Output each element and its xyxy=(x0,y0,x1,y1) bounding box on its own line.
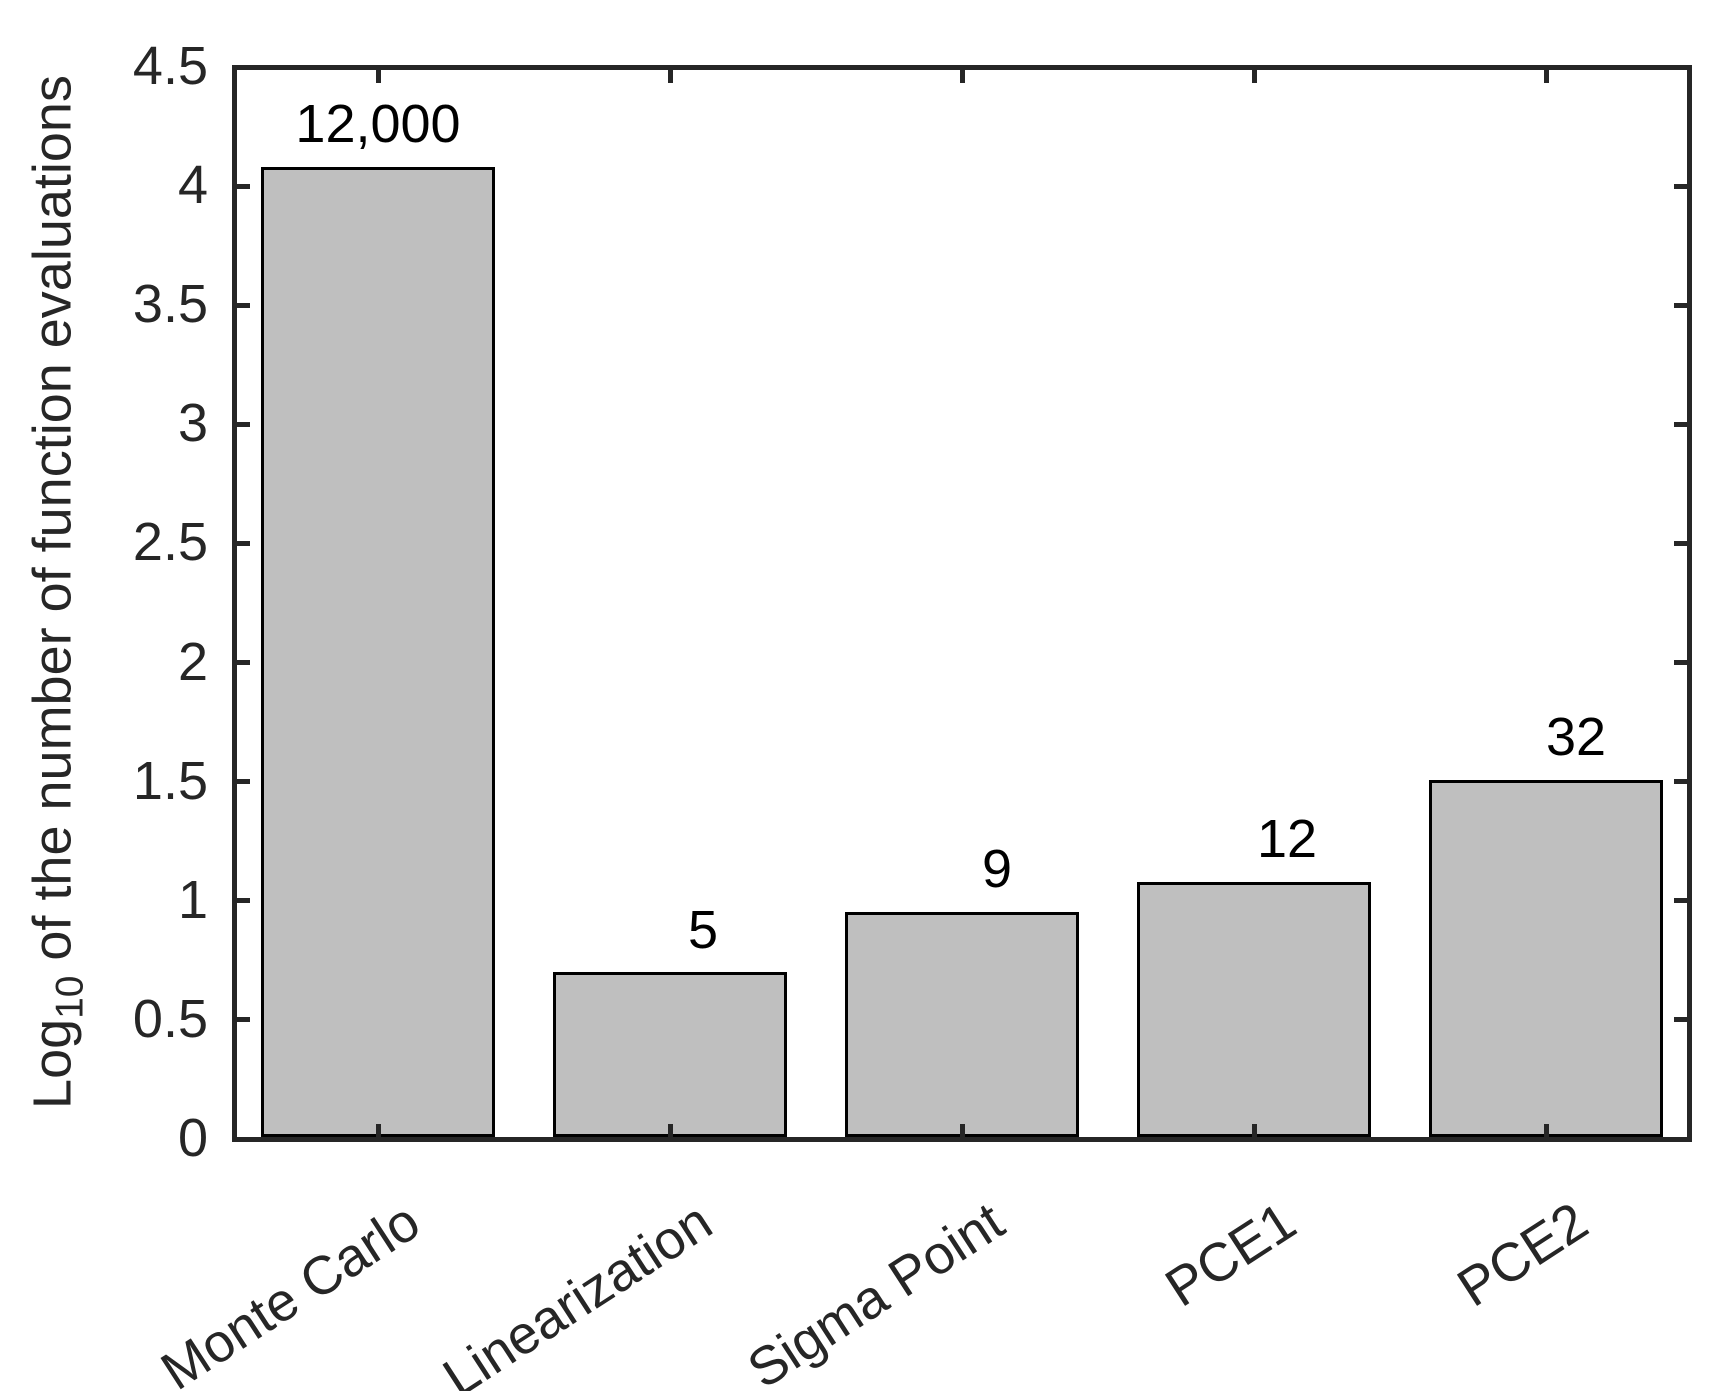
y-tick-mark xyxy=(1674,1017,1687,1023)
x-tick-mark xyxy=(959,1124,965,1137)
x-tick-label-linearization: Linearization xyxy=(432,1191,723,1391)
bar-value-label: 9 xyxy=(981,838,1013,899)
x-tick-mark xyxy=(1251,1124,1257,1137)
bar-value-label: 5 xyxy=(687,899,719,960)
x-tick-mark xyxy=(667,1124,673,1137)
y-tick-label: 3.5 xyxy=(132,274,208,335)
y-tick-label: 1.5 xyxy=(132,750,208,811)
x-tick-mark xyxy=(1251,70,1257,83)
y-tick-mark xyxy=(237,421,250,427)
bar-value-label: 12,000 xyxy=(295,94,461,155)
x-tick-mark xyxy=(375,1124,381,1137)
y-tick-mark xyxy=(237,1017,250,1023)
y-axis-label-subscript: 10 xyxy=(48,975,92,1019)
x-tick-label-monte-carlo: Monte Carlo xyxy=(150,1191,431,1391)
y-tick-mark xyxy=(1674,183,1687,189)
y-tick-label: 4 xyxy=(177,155,208,216)
y-axis-label-suffix: of the number of function evaluations xyxy=(22,75,83,976)
y-tick-mark xyxy=(237,898,250,904)
x-tick-mark xyxy=(1543,1124,1549,1137)
y-tick-mark xyxy=(237,779,250,785)
y-tick-mark xyxy=(1674,421,1687,427)
x-tick-mark xyxy=(667,70,673,83)
y-axis-label-prefix: Log xyxy=(22,1018,83,1109)
y-tick-label: 0.5 xyxy=(132,988,208,1049)
plot-area xyxy=(232,65,1692,1142)
y-tick-label: 0 xyxy=(177,1107,208,1168)
y-tick-mark xyxy=(237,302,250,308)
x-tick-label-pce1: PCE1 xyxy=(1155,1191,1307,1319)
bar-pce1 xyxy=(1137,881,1371,1137)
y-tick-label: 3 xyxy=(177,393,208,454)
bar-value-label: 12 xyxy=(1256,808,1318,869)
bar-linearization xyxy=(553,972,787,1137)
y-tick-label: 1 xyxy=(177,869,208,930)
y-axis-label: Log10 of the number of function evaluati… xyxy=(22,75,92,1109)
bar-monte-carlo xyxy=(261,167,495,1137)
bar-value-label: 32 xyxy=(1545,707,1607,768)
x-tick-label-pce2: PCE2 xyxy=(1447,1191,1599,1319)
y-tick-label: 4.5 xyxy=(132,35,208,96)
y-tick-mark xyxy=(237,183,250,189)
y-tick-mark xyxy=(237,660,250,666)
x-tick-mark xyxy=(959,70,965,83)
bar-sigma-point xyxy=(845,911,1079,1137)
y-tick-mark xyxy=(1674,540,1687,546)
y-tick-label: 2 xyxy=(177,631,208,692)
x-tick-mark xyxy=(1543,70,1549,83)
x-tick-mark xyxy=(375,70,381,83)
y-tick-mark xyxy=(1674,660,1687,666)
y-tick-mark xyxy=(1674,898,1687,904)
y-tick-mark xyxy=(1674,779,1687,785)
y-tick-mark xyxy=(237,540,250,546)
y-tick-mark xyxy=(1674,302,1687,308)
y-tick-label: 2.5 xyxy=(132,512,208,573)
bar-pce2 xyxy=(1429,780,1663,1137)
x-tick-label-sigma-point: Sigma Point xyxy=(737,1191,1015,1391)
